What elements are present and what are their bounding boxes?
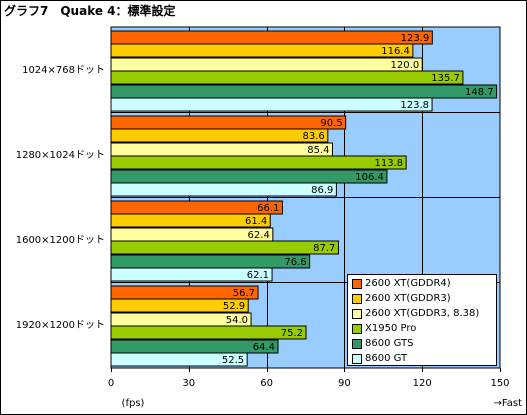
value-label: 62.1 (247, 270, 269, 281)
value-label: 76.6 (284, 257, 306, 268)
legend-swatch (352, 323, 362, 334)
value-label: 120.0 (391, 60, 420, 71)
bar (110, 213, 271, 228)
value-label: 52.9 (223, 301, 245, 312)
bar (110, 115, 347, 130)
bar (110, 84, 498, 99)
value-label: 56.7 (233, 288, 255, 299)
legend-item: 2600 XT(GDDR3) (352, 291, 496, 306)
legend-swatch (352, 278, 362, 289)
bar (110, 142, 333, 157)
bar (110, 57, 423, 72)
legend-label: 2600 XT(GDDR3) (365, 293, 451, 304)
value-label: 85.4 (307, 145, 329, 156)
tick-label: 60 (260, 378, 273, 389)
legend-label: X1950 Pro (365, 323, 417, 334)
legend-item: 8600 GTS (352, 336, 496, 351)
bar (110, 169, 388, 184)
bar (110, 254, 311, 269)
value-label: 61.4 (245, 216, 267, 227)
bar (110, 298, 249, 313)
category-label: 1024×768ドット (22, 65, 105, 76)
value-label: 148.7 (465, 87, 494, 98)
legend-label: 8600 GT (365, 353, 408, 364)
value-label: 86.9 (311, 185, 333, 196)
bar (110, 325, 307, 340)
tick-label: 30 (182, 378, 195, 389)
value-label: 64.4 (253, 342, 275, 353)
bar (110, 352, 248, 367)
legend-item: 2600 XT(GDDR3, 8.38) (352, 306, 496, 321)
legend-label: 2600 XT(GDDR3, 8.38) (365, 308, 480, 319)
legend-item: X1950 Pro (352, 321, 496, 336)
value-label: 116.4 (381, 46, 410, 57)
legend-label: 2600 XT(GDDR4) (365, 278, 451, 289)
legend-swatch (352, 338, 362, 349)
value-label: 54.0 (226, 315, 248, 326)
bar (110, 155, 407, 170)
value-label: 66.1 (257, 203, 279, 214)
legend-swatch (352, 308, 362, 319)
bar (110, 240, 339, 255)
value-label: 90.5 (320, 118, 342, 129)
bar (110, 30, 433, 45)
legend-item: 8600 GT (352, 351, 496, 366)
legend-label: 8600 GTS (365, 338, 414, 349)
value-label: 75.2 (281, 328, 303, 339)
value-label: 135.7 (431, 73, 460, 84)
x-axis-ticks: 0 30 60 90 120 150 (108, 368, 510, 389)
bar (110, 70, 464, 85)
bar (110, 182, 337, 197)
chart-title: グラフ7 Quake 4：標準設定 (4, 4, 176, 18)
value-label: 87.7 (313, 243, 335, 254)
bars (110, 30, 498, 367)
value-label: 123.9 (401, 33, 430, 44)
tick-label: 150 (490, 378, 509, 389)
x-axis-label: (fps) (122, 398, 145, 409)
bar (110, 97, 433, 112)
value-label: 83.6 (303, 131, 325, 142)
legend-item: 2600 XT(GDDR4) (352, 276, 496, 291)
category-label: 1600×1200ドット (16, 235, 105, 246)
tick-label: 90 (338, 378, 351, 389)
category-label: 1280×1024ドット (16, 150, 105, 161)
value-labels: 123.9 116.4 120.0 135.7 148.7 123.8 90.5 83.6 85… (222, 33, 494, 366)
value-label: 106.4 (355, 172, 384, 183)
value-label: 113.8 (374, 158, 403, 169)
bar (110, 128, 329, 143)
category-labels: 1024×768ドット 1280×1024ドット 1600×1200ドット 1920×… (16, 65, 105, 331)
category-label: 1920×1200ドット (16, 320, 105, 331)
legend: 2600 XT(GDDR4) 2600 XT(GDDR3) 2600 XT(GDDR… (347, 274, 497, 366)
value-label: 62.4 (248, 230, 270, 241)
legend-swatch (352, 353, 362, 364)
value-label: 123.8 (400, 100, 429, 111)
bar (110, 43, 414, 58)
bar (110, 267, 273, 282)
x-direction-label: →Fast (494, 398, 523, 409)
value-label: 52.5 (222, 355, 244, 366)
tick-label: 0 (108, 378, 114, 389)
legend-swatch (352, 293, 362, 304)
tick-label: 120 (413, 378, 432, 389)
